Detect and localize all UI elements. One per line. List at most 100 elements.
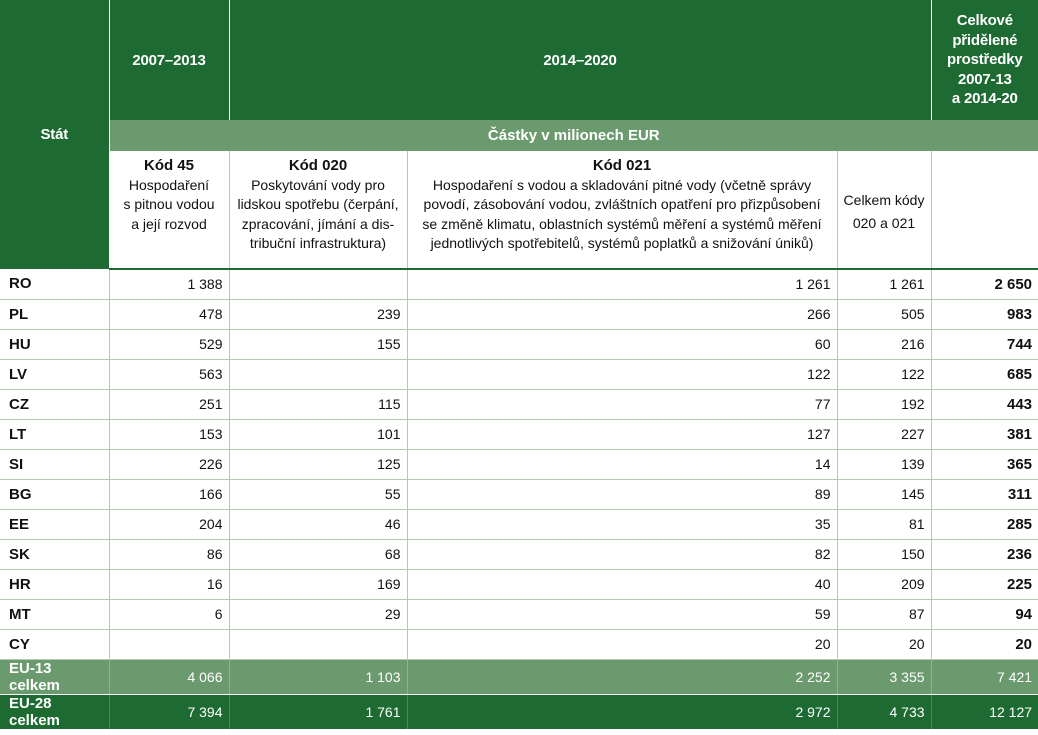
total-codes-header: Celkem kódy 020 a 021 — [837, 151, 932, 270]
cell-codes-sum: 216 — [837, 329, 932, 360]
cell-code021: 122 — [407, 359, 838, 390]
cell-code45: 1 388 — [109, 269, 230, 300]
cell-codes-sum: 209 — [837, 569, 932, 600]
cell-code021: 82 — [407, 539, 838, 570]
row-state: CZ — [0, 389, 110, 420]
table-row: LT 153 101 127 227 381 — [0, 419, 1038, 450]
row-state: EU-28 celkem — [0, 694, 110, 729]
cell-code021: 40 — [407, 569, 838, 600]
cell-code021: 127 — [407, 419, 838, 450]
cell-code020 — [229, 359, 408, 390]
cell-codes-sum: 145 — [837, 479, 932, 510]
cell-code020: 239 — [229, 299, 408, 330]
cell-code45: 16 — [109, 569, 230, 600]
cell-codes-sum: 227 — [837, 419, 932, 450]
period-2014-2020-header: 2014–2020 — [229, 0, 932, 120]
cell-total: 236 — [931, 539, 1038, 570]
cell-codes-sum: 20 — [837, 629, 932, 660]
cell-total: 12 127 — [931, 694, 1038, 729]
code020-header: Kód 020 Poskytování vody pro lidskou spo… — [229, 151, 408, 270]
table-row: BG 166 55 89 145 311 — [0, 479, 1038, 510]
cell-code45: 478 — [109, 299, 230, 330]
cell-code021: 266 — [407, 299, 838, 330]
table-row: CZ 251 115 77 192 443 — [0, 389, 1038, 420]
total-allocation-subheader — [931, 151, 1038, 270]
cell-code45: 6 — [109, 599, 230, 630]
cell-total: 365 — [931, 449, 1038, 480]
cell-code020: 115 — [229, 389, 408, 420]
table-row: RO 1 388 1 261 1 261 2 650 — [0, 269, 1038, 300]
cell-code45: 529 — [109, 329, 230, 360]
period-2007-2013-header: 2007–2013 — [109, 0, 230, 120]
state-header: Stát — [0, 0, 110, 269]
row-state: SK — [0, 539, 110, 570]
cell-total: 311 — [931, 479, 1038, 510]
cell-codes-sum: 192 — [837, 389, 932, 420]
cell-code021: 60 — [407, 329, 838, 360]
cell-code020: 125 — [229, 449, 408, 480]
cell-codes-sum: 3 355 — [837, 659, 932, 695]
cell-code45: 204 — [109, 509, 230, 540]
cell-code45: 251 — [109, 389, 230, 420]
cell-code020: 169 — [229, 569, 408, 600]
table-body: RO 1 388 1 261 1 261 2 650 PL 478 239 266 505 983 H… — [0, 269, 1038, 660]
cell-codes-sum: 1 261 — [837, 269, 932, 300]
cell-code45: 86 — [109, 539, 230, 570]
cell-codes-sum: 81 — [837, 509, 932, 540]
cell-code020 — [229, 629, 408, 660]
row-state: RO — [0, 269, 110, 300]
cell-code021: 2 972 — [407, 694, 838, 729]
eu13-total-row: EU-13 celkem 4 066 1 103 2 252 3 355 7 4… — [0, 659, 1038, 695]
cell-code021: 35 — [407, 509, 838, 540]
table-row: HR 16 169 40 209 225 — [0, 569, 1038, 600]
cell-code45 — [109, 629, 230, 660]
row-state: EE — [0, 509, 110, 540]
cell-code020: 101 — [229, 419, 408, 450]
cell-codes-sum: 122 — [837, 359, 932, 390]
cell-code45: 226 — [109, 449, 230, 480]
table-row: EE 204 46 35 81 285 — [0, 509, 1038, 540]
row-state: HU — [0, 329, 110, 360]
row-state: CY — [0, 629, 110, 660]
cell-code021: 59 — [407, 599, 838, 630]
cell-codes-sum: 87 — [837, 599, 932, 630]
table-row: PL 478 239 266 505 983 — [0, 299, 1038, 330]
table-row: SK 86 68 82 150 236 — [0, 539, 1038, 570]
row-state: PL — [0, 299, 110, 330]
cell-code020: 155 — [229, 329, 408, 360]
cell-codes-sum: 150 — [837, 539, 932, 570]
cell-total: 20 — [931, 629, 1038, 660]
table-row: HU 529 155 60 216 744 — [0, 329, 1038, 360]
cell-total: 983 — [931, 299, 1038, 330]
cell-code021: 1 261 — [407, 269, 838, 300]
cell-total: 285 — [931, 509, 1038, 540]
cell-code021: 14 — [407, 449, 838, 480]
cell-code020 — [229, 269, 408, 300]
cell-total: 381 — [931, 419, 1038, 450]
cell-code45: 7 394 — [109, 694, 230, 729]
cell-total: 744 — [931, 329, 1038, 360]
cell-code45: 563 — [109, 359, 230, 390]
cell-total: 2 650 — [931, 269, 1038, 300]
row-state: LT — [0, 419, 110, 450]
cell-total: 225 — [931, 569, 1038, 600]
cell-codes-sum: 505 — [837, 299, 932, 330]
cell-code020: 68 — [229, 539, 408, 570]
table-row: SI 226 125 14 139 365 — [0, 449, 1038, 480]
cell-code020: 1 761 — [229, 694, 408, 729]
total-allocation-header: Celkové přidělené prostředky 2007-13 a 2… — [931, 0, 1038, 120]
code45-header: Kód 45 Hospodaření s pitnou vodou a její… — [109, 151, 230, 270]
cell-code45: 153 — [109, 419, 230, 450]
table-row: LV 563 122 122 685 — [0, 359, 1038, 390]
cell-code021: 77 — [407, 389, 838, 420]
cell-codes-sum: 4 733 — [837, 694, 932, 729]
cell-total: 443 — [931, 389, 1038, 420]
cell-code021: 89 — [407, 479, 838, 510]
cell-codes-sum: 139 — [837, 449, 932, 480]
cell-code021: 20 — [407, 629, 838, 660]
amounts-unit-header: Částky v milionech EUR — [109, 120, 1038, 151]
row-state: SI — [0, 449, 110, 480]
cell-code020: 29 — [229, 599, 408, 630]
table-row: MT 6 29 59 87 94 — [0, 599, 1038, 630]
